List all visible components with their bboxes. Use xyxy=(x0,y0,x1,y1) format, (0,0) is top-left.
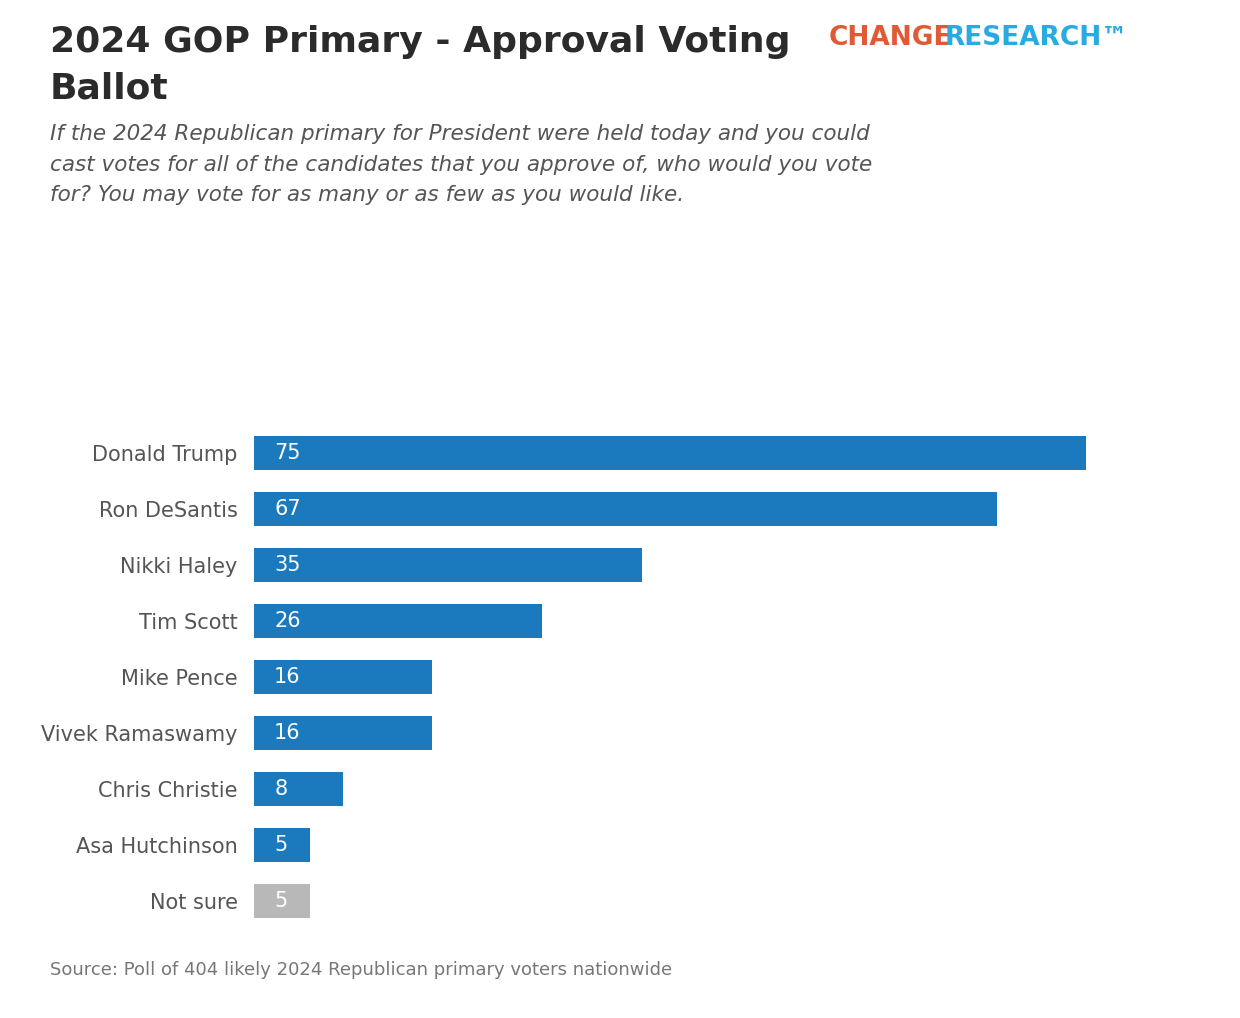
Text: 5: 5 xyxy=(274,835,288,855)
Bar xyxy=(254,716,432,749)
Bar xyxy=(254,772,343,805)
Text: 75: 75 xyxy=(274,443,300,463)
Bar xyxy=(254,549,642,582)
Bar xyxy=(254,884,310,917)
Bar xyxy=(254,605,542,638)
Text: 26: 26 xyxy=(274,611,301,631)
Text: 35: 35 xyxy=(274,555,300,575)
Text: Ballot: Ballot xyxy=(50,71,169,105)
Text: RESEARCH™: RESEARCH™ xyxy=(945,25,1128,52)
Text: 16: 16 xyxy=(274,723,301,743)
Text: Source: Poll of 404 likely 2024 Republican primary voters nationwide: Source: Poll of 404 likely 2024 Republic… xyxy=(50,961,672,979)
Bar xyxy=(254,437,1086,470)
Text: 5: 5 xyxy=(274,891,288,911)
Text: CHANGE: CHANGE xyxy=(828,25,952,52)
Text: 67: 67 xyxy=(274,499,301,519)
Text: 2024 GOP Primary - Approval Voting: 2024 GOP Primary - Approval Voting xyxy=(50,25,790,59)
Text: 16: 16 xyxy=(274,667,301,687)
Text: 8: 8 xyxy=(274,779,288,799)
Bar xyxy=(254,828,310,861)
Text: If the 2024 Republican primary for President were held today and you could
cast : If the 2024 Republican primary for Presi… xyxy=(50,124,872,205)
Bar xyxy=(254,661,432,693)
Bar xyxy=(254,493,997,526)
